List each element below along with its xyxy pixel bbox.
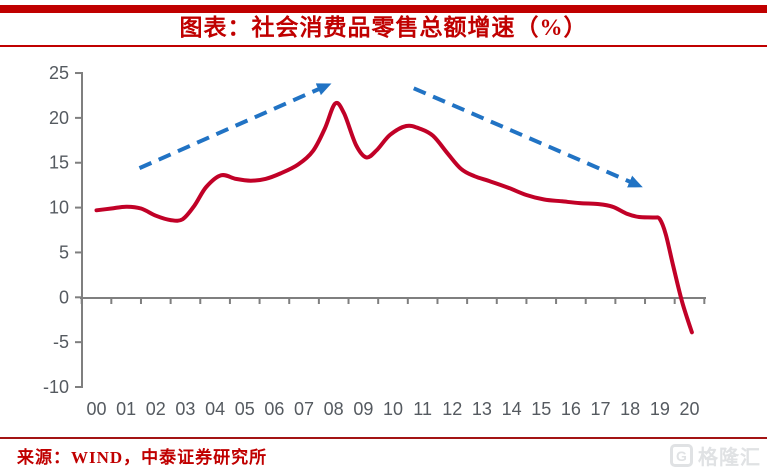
gelonghui-logo-text: 格隆汇 bbox=[698, 447, 761, 469]
y-tick-label: -5 bbox=[53, 332, 69, 352]
top-rule bbox=[0, 5, 767, 13]
x-tick-label: 14 bbox=[502, 399, 522, 419]
y-tick-label: 5 bbox=[59, 242, 69, 262]
x-tick-label: 01 bbox=[116, 399, 136, 419]
x-tick-label: 10 bbox=[383, 399, 403, 419]
x-tick-label: 05 bbox=[235, 399, 255, 419]
y-tick-label: 25 bbox=[49, 63, 69, 83]
x-tick-label: 15 bbox=[531, 399, 551, 419]
x-tick-label: 20 bbox=[679, 399, 699, 419]
source-note: 来源：WIND，中泰证券研究所 bbox=[17, 448, 268, 467]
x-tick-label: 19 bbox=[650, 399, 670, 419]
x-tick-label: 16 bbox=[561, 399, 581, 419]
x-tick-label: 08 bbox=[324, 399, 344, 419]
x-tick-label: 03 bbox=[175, 399, 195, 419]
x-tick-label: 18 bbox=[620, 399, 640, 419]
y-tick-label: 15 bbox=[49, 153, 69, 173]
retail-growth-curve bbox=[94, 100, 694, 335]
y-tick-label: 20 bbox=[49, 108, 69, 128]
footer-rule bbox=[0, 437, 767, 439]
trend-arrow-up bbox=[138, 81, 332, 170]
x-tick-label: 06 bbox=[264, 399, 284, 419]
x-tick-label: 04 bbox=[205, 399, 225, 419]
y-tick-label: 10 bbox=[49, 198, 69, 218]
y-tick-label: -10 bbox=[43, 377, 69, 397]
page-title: 图表：社会消费品零售总额增速（%） bbox=[179, 15, 588, 40]
trend-arrow-down bbox=[412, 86, 643, 189]
x-tick-label: 00 bbox=[86, 399, 106, 419]
x-tick-label: 02 bbox=[146, 399, 166, 419]
x-tick-label: 17 bbox=[591, 399, 611, 419]
gelonghui-watermark: G 格隆汇 bbox=[670, 441, 761, 469]
x-tick-label: 09 bbox=[353, 399, 373, 419]
title-underline bbox=[0, 45, 767, 47]
x-tick-label: 13 bbox=[472, 399, 492, 419]
y-tick-label: 0 bbox=[59, 287, 69, 307]
x-tick-label: 11 bbox=[413, 399, 432, 419]
x-tick-label: 12 bbox=[442, 399, 462, 419]
x-tick-label: 07 bbox=[294, 399, 314, 419]
gelonghui-logo-icon: G bbox=[670, 444, 693, 467]
